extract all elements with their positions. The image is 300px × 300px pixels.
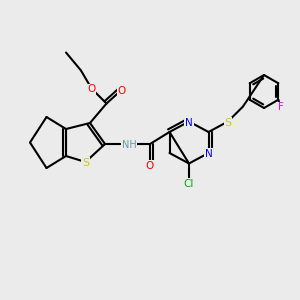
Text: O: O bbox=[87, 85, 96, 94]
Text: N: N bbox=[185, 118, 193, 128]
Text: O: O bbox=[117, 86, 126, 96]
Text: N: N bbox=[205, 149, 212, 159]
Text: F: F bbox=[278, 103, 284, 112]
Text: NH: NH bbox=[122, 140, 136, 150]
Text: S: S bbox=[82, 158, 89, 168]
Text: S: S bbox=[224, 118, 232, 128]
Text: O: O bbox=[146, 161, 154, 171]
Text: Cl: Cl bbox=[184, 179, 194, 189]
